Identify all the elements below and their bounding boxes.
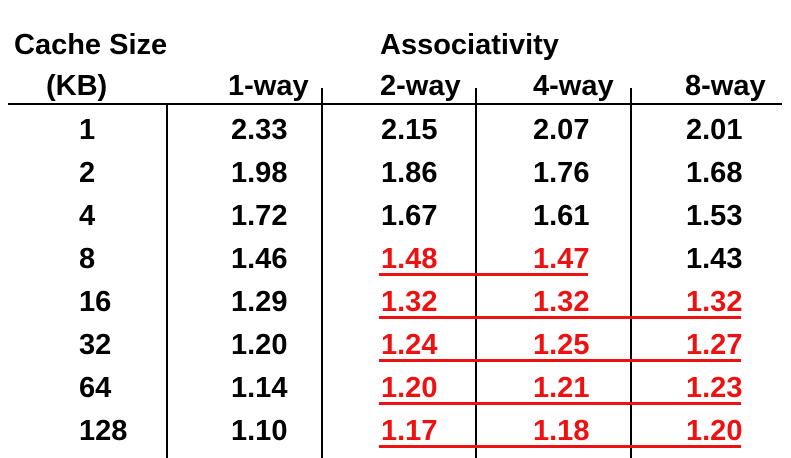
- value-cell-1-way: 1.29: [231, 286, 288, 318]
- cache-size-cell: 1: [79, 114, 96, 146]
- value-cell-4-way: 1.76: [533, 157, 590, 189]
- value-cell-4-way: 1.25: [533, 329, 590, 361]
- column-divider-1: [166, 103, 168, 458]
- header-col-2way: 2-way: [380, 70, 461, 102]
- value-cell-2-way: 1.86: [381, 157, 438, 189]
- value-cell-1-way: 1.14: [231, 372, 288, 404]
- value-cell-4-way: 1.61: [533, 200, 590, 232]
- value-cell-1-way: 1.72: [231, 200, 288, 232]
- cache-size-cell: 2: [79, 157, 96, 189]
- value-cell-4-way: 1.18: [533, 415, 590, 447]
- value-cell-2-way: 1.48: [381, 243, 438, 275]
- value-cell-2-way: 1.24: [381, 329, 438, 361]
- value-cell-2-way: 1.67: [381, 200, 438, 232]
- value-cell-2-way: 2.15: [381, 114, 438, 146]
- header-col-1way: 1-way: [228, 70, 309, 102]
- highlight-underline: [379, 359, 741, 362]
- cache-size-cell: 128: [79, 415, 128, 447]
- header-col-4way: 4-way: [533, 70, 614, 102]
- value-cell-8-way: 1.20: [686, 415, 743, 447]
- header-kb: (KB): [46, 70, 108, 102]
- value-cell-1-way: 1.98: [231, 157, 288, 189]
- cache-size-cell: 32: [79, 329, 112, 361]
- cache-size-cell: 64: [79, 372, 112, 404]
- value-cell-4-way: 1.47: [533, 243, 590, 275]
- highlight-underline: [379, 445, 741, 448]
- value-cell-4-way: 1.32: [533, 286, 590, 318]
- value-cell-8-way: 1.27: [686, 329, 743, 361]
- header-cache-size: Cache Size: [14, 29, 168, 61]
- header-col-8way: 8-way: [685, 70, 766, 102]
- value-cell-8-way: 1.43: [686, 243, 743, 275]
- value-cell-8-way: 2.01: [686, 114, 743, 146]
- value-cell-8-way: 1.53: [686, 200, 743, 232]
- column-divider-4: [630, 88, 632, 458]
- value-cell-2-way: 1.32: [381, 286, 438, 318]
- column-divider-2: [321, 88, 323, 458]
- value-cell-2-way: 1.17: [381, 415, 438, 447]
- value-cell-4-way: 1.21: [533, 372, 590, 404]
- value-cell-1-way: 2.33: [231, 114, 288, 146]
- value-cell-1-way: 1.10: [231, 415, 288, 447]
- value-cell-1-way: 1.20: [231, 329, 288, 361]
- cache-size-cell: 16: [79, 286, 112, 318]
- value-cell-8-way: 1.68: [686, 157, 743, 189]
- value-cell-8-way: 1.23: [686, 372, 743, 404]
- value-cell-8-way: 1.32: [686, 286, 743, 318]
- highlight-underline: [379, 316, 741, 319]
- cache-size-cell: 4: [79, 200, 96, 232]
- cache-size-cell: 8: [79, 243, 96, 275]
- highlight-underline: [379, 402, 741, 405]
- header-associativity: Associativity: [380, 29, 559, 61]
- value-cell-1-way: 1.46: [231, 243, 288, 275]
- highlight-underline: [379, 273, 588, 276]
- value-cell-2-way: 1.20: [381, 372, 438, 404]
- header-divider: [8, 103, 782, 105]
- value-cell-4-way: 2.07: [533, 114, 590, 146]
